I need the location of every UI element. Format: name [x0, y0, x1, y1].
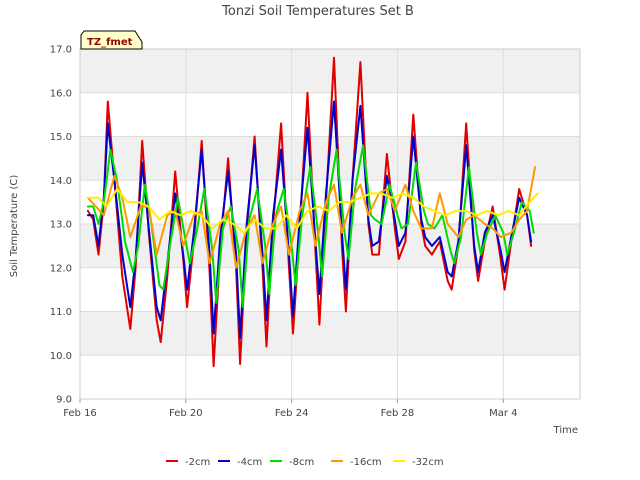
x-tick-label: Feb 16	[63, 408, 97, 419]
y-tick-label: 12.0	[50, 263, 72, 274]
legend-item: -4cm	[218, 457, 262, 468]
legend-label: -2cm	[185, 457, 210, 468]
y-tick-label: 11.0	[50, 307, 72, 318]
x-tick-label: Feb 24	[275, 408, 309, 419]
annotation-label: TZ_fmet	[87, 37, 133, 48]
legend-label: -8cm	[289, 457, 314, 468]
series-line-32cm	[86, 188, 539, 234]
y-tick-label: 13.0	[50, 220, 72, 231]
chart-title: Tonzi Soil Temperatures Set B	[221, 4, 414, 19]
y-axis-ticks: 9.0 10.0 11.0 12.0 13.0 14.0 15.0 16.0 17.0	[50, 45, 72, 406]
series-line-2cm	[86, 56, 533, 368]
legend-item: -8cm	[270, 457, 314, 468]
annotation-box	[80, 30, 143, 50]
y-tick-label: 17.0	[50, 45, 72, 56]
legend-label: -4cm	[237, 457, 262, 468]
x-tick-label: Feb 28	[381, 408, 415, 419]
y-tick-label: 15.0	[50, 132, 72, 143]
x-axis-ticks: Feb 16 Feb 20 Feb 24 Feb 28 Mar 4	[63, 399, 517, 419]
legend-item: -32cm	[393, 457, 444, 468]
y-axis-label: Soil Temperature (C)	[9, 175, 20, 278]
x-tick-label: Mar 4	[489, 408, 517, 419]
plot-frame	[79, 48, 581, 400]
legend: -2cm -4cm -8cm -16cm -32cm	[166, 457, 444, 468]
y-tick-label: 16.0	[50, 88, 72, 99]
background-band	[80, 355, 580, 399]
legend-item: -16cm	[331, 457, 382, 468]
x-axis-label: Time	[553, 425, 578, 436]
background-band	[80, 311, 580, 356]
legend-label: -32cm	[412, 457, 444, 468]
series-lines	[86, 56, 539, 368]
y-tick-label: 9.0	[56, 395, 72, 406]
series-line-16cm	[86, 166, 536, 269]
legend-label: -16cm	[350, 457, 382, 468]
y-tick-label: 10.0	[50, 351, 72, 362]
legend-item: -2cm	[166, 457, 210, 468]
background-band	[80, 49, 580, 93]
series-line-8cm	[86, 144, 535, 309]
site-annotation-badge: TZ_fmet	[80, 30, 143, 50]
x-tick-label: Feb 20	[169, 408, 203, 419]
y-tick-label: 14.0	[50, 176, 72, 187]
